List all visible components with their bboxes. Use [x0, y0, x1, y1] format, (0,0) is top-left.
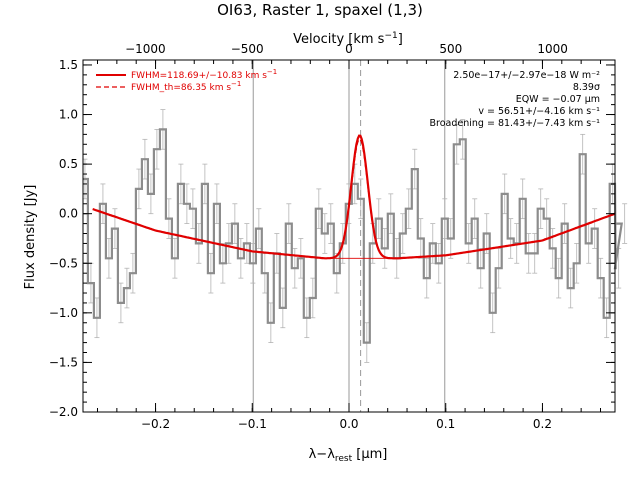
legend-label-fwhm-th: FWHM_th=86.35 km s−1: [131, 80, 241, 93]
legend-label-fwhm: FWHM=118.69+/−10.83 km s−1: [131, 68, 277, 81]
annotation-eqw: EQW = −0.07 μm: [516, 94, 600, 105]
x-tick-label: 0.0: [339, 417, 358, 431]
y-axis-label: Flux density [Jy]: [23, 185, 38, 290]
annotation-broadening: Broadening = 81.43+/−7.43 km s⁻¹: [430, 118, 601, 129]
annotation-velocity: v = 56.51+/−4.16 km s⁻¹: [478, 106, 600, 117]
top-axis-label: Velocity [km s−1]: [293, 31, 403, 47]
chart-title: OI63, Raster 1, spaxel (1,3): [217, 1, 423, 19]
top-tick-label: −1000: [125, 42, 166, 56]
annotation-line-flux: 2.50e−17+/−2.97e−18 W m⁻²: [453, 70, 600, 81]
top-tick-label: 500: [439, 42, 462, 56]
y-tick-label: −0.5: [49, 256, 78, 270]
x-tick-label: −0.1: [238, 417, 267, 431]
x-tick-label: −0.2: [141, 417, 170, 431]
y-tick-label: −2.0: [49, 405, 78, 419]
x-axis-label: λ−λrest [μm]: [309, 447, 388, 464]
y-tick-label: 0.5: [59, 157, 78, 171]
fit-series: [92, 134, 616, 260]
annotation-significance: 8.39σ: [573, 82, 600, 93]
y-tick-label: −1.0: [49, 306, 78, 320]
data-series: [82, 109, 628, 363]
x-tick-label: 0.1: [436, 417, 455, 431]
guide-lines: [252, 60, 446, 412]
top-tick-label: 1000: [537, 42, 568, 56]
y-tick-label: 1.5: [59, 58, 78, 72]
y-tick-label: −1.5: [49, 355, 78, 369]
axes: −0.2 −0.1 0.0 0.1 0.2 −2.0 −1.5 −1.0 −0.5 0.0 0.5 1…: [49, 42, 616, 431]
legend: FWHM=118.69+/−10.83 km s−1 FWHM_th=86.35…: [96, 68, 277, 93]
fit-annotations: 2.50e−17+/−2.97e−18 W m⁻² 8.39σ EQW = −0…: [430, 70, 601, 129]
data-step-line: [83, 128, 623, 344]
top-tick-label: 0: [345, 42, 353, 56]
y-tick-label: 0.0: [59, 207, 78, 221]
y-tick-label: 1.0: [59, 108, 78, 122]
top-tick-label: −500: [231, 42, 264, 56]
gaussian-fit-line: [92, 134, 616, 260]
x-tick-label: 0.2: [533, 417, 552, 431]
